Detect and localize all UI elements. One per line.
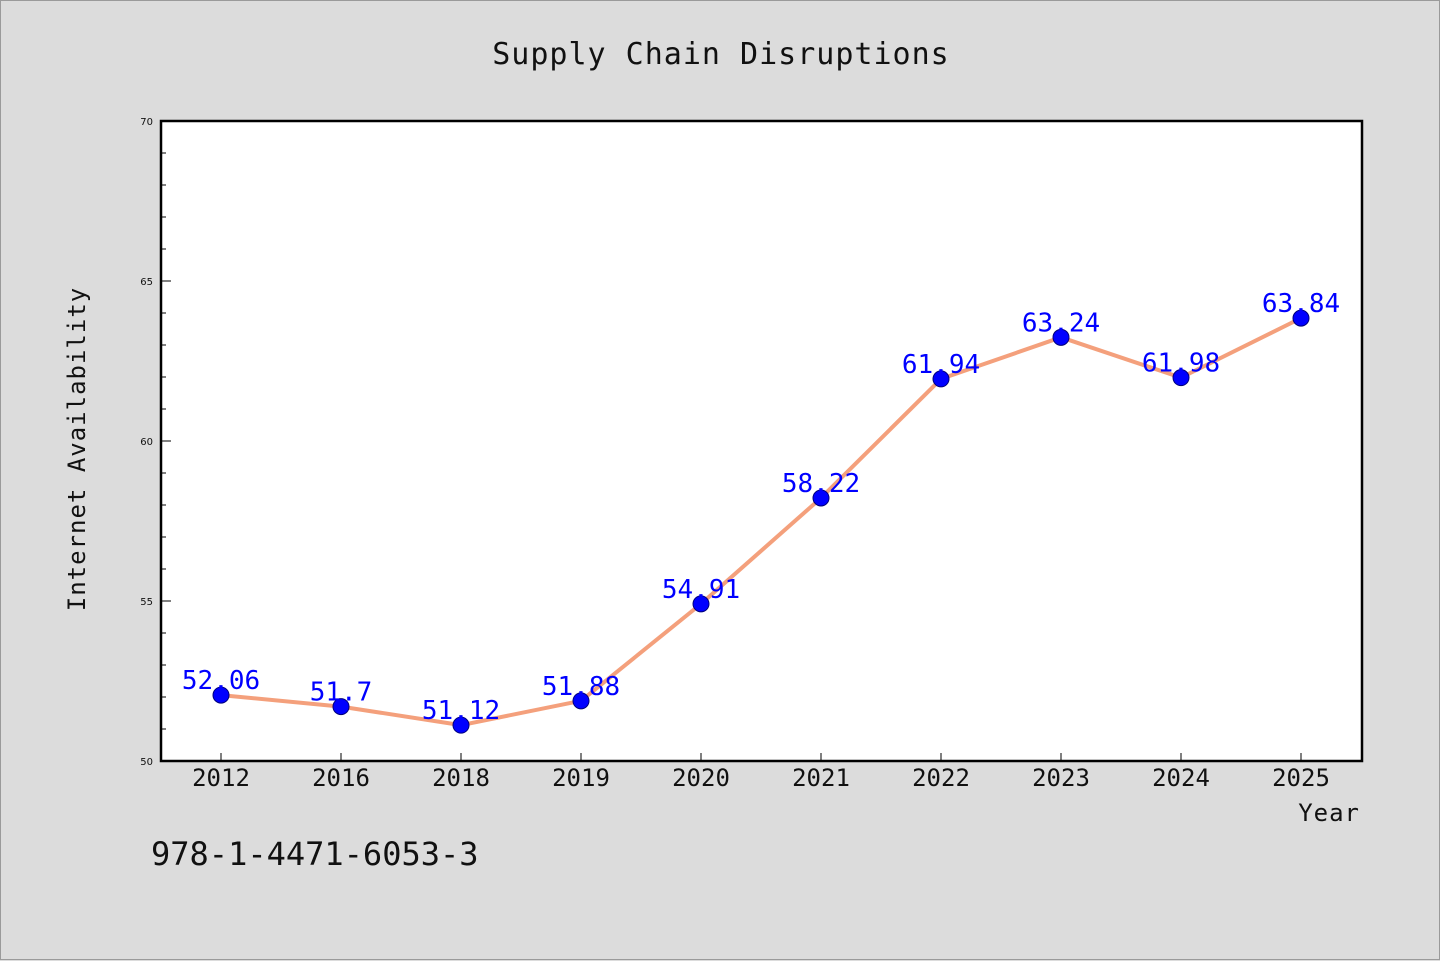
data-label: 51.7 [310, 678, 373, 708]
y-axis: 50 55 60 65 70 [140, 117, 171, 768]
x-tick-label: 2018 [432, 764, 490, 792]
x-tick-label: 2023 [1032, 764, 1090, 792]
y-tick-label: 70 [140, 117, 153, 128]
data-label: 63.84 [1262, 289, 1340, 319]
series-markers [212, 309, 1310, 734]
data-label: 61.98 [1142, 349, 1220, 379]
series-line [220, 316, 1302, 728]
y-tick-label: 50 [140, 757, 153, 768]
data-label: 51.88 [542, 672, 620, 702]
data-point [1292, 309, 1310, 327]
y-tick-label: 65 [140, 277, 153, 288]
data-label: 61.94 [902, 350, 980, 380]
data-point [332, 698, 350, 716]
y-tick-label: 55 [140, 597, 153, 608]
isbn-text: 978-1-4471-6053-3 [151, 835, 479, 873]
data-label: 58.22 [782, 469, 860, 499]
data-label: 51.12 [422, 696, 500, 726]
data-point [812, 489, 830, 507]
data-label: 63.24 [1022, 308, 1100, 338]
data-point [452, 716, 470, 734]
x-axis-label: Year [1298, 799, 1360, 827]
data-point [212, 686, 230, 704]
x-tick-label: 2016 [312, 764, 370, 792]
plot-area [159, 119, 1364, 763]
data-point [932, 370, 950, 388]
data-point [1172, 369, 1190, 387]
y-axis-label: Internet Availability [63, 287, 91, 611]
x-tick-label: 2022 [912, 764, 970, 792]
x-tick-label: 2025 [1272, 764, 1330, 792]
x-tick-label: 2020 [672, 764, 730, 792]
data-label: 52.06 [182, 666, 260, 696]
x-tick-label: 2024 [1152, 764, 1210, 792]
x-tick-label: 2021 [792, 764, 850, 792]
data-point [692, 595, 710, 613]
chart-title: Supply Chain Disruptions [492, 37, 949, 72]
x-axis: 2012 2016 2018 2019 2020 2021 2022 2023 2024 2025 [192, 753, 1330, 792]
data-point [1052, 328, 1070, 346]
x-tick-label: 2019 [552, 764, 610, 792]
data-point [572, 692, 590, 710]
x-tick-label: 2012 [192, 764, 250, 792]
y-tick-label: 60 [140, 437, 153, 448]
data-label: 54.91 [662, 575, 740, 605]
data-labels: 52.06 51.7 51.12 51.88 54.91 58.22 61.94 63.24 6… [182, 289, 1340, 726]
